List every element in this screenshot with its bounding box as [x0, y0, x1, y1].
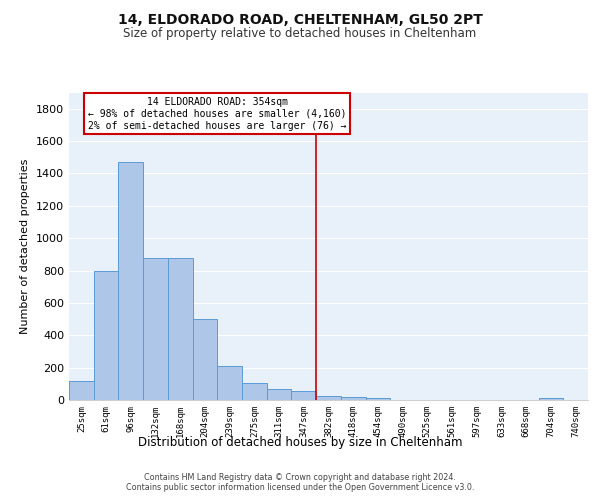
Bar	[168, 258, 193, 400]
Bar	[217, 366, 242, 400]
Bar	[69, 380, 94, 400]
Y-axis label: Number of detached properties: Number of detached properties	[20, 158, 31, 334]
Bar	[292, 391, 316, 400]
Bar	[267, 388, 292, 400]
Text: 14, ELDORADO ROAD, CHELTENHAM, GL50 2PT: 14, ELDORADO ROAD, CHELTENHAM, GL50 2PT	[118, 12, 482, 26]
Text: Size of property relative to detached houses in Cheltenham: Size of property relative to detached ho…	[124, 28, 476, 40]
Bar	[94, 270, 118, 400]
Bar	[539, 398, 563, 400]
Bar	[316, 396, 341, 400]
Bar	[341, 397, 365, 400]
Text: Distribution of detached houses by size in Cheltenham: Distribution of detached houses by size …	[138, 436, 462, 449]
Text: 14 ELDORADO ROAD: 354sqm
← 98% of detached houses are smaller (4,160)
2% of semi: 14 ELDORADO ROAD: 354sqm ← 98% of detach…	[88, 98, 347, 130]
Bar	[242, 383, 267, 400]
Bar	[118, 162, 143, 400]
Bar	[365, 398, 390, 400]
Bar	[193, 319, 217, 400]
Text: Contains public sector information licensed under the Open Government Licence v3: Contains public sector information licen…	[126, 484, 474, 492]
Bar	[143, 258, 168, 400]
Text: Contains HM Land Registry data © Crown copyright and database right 2024.: Contains HM Land Registry data © Crown c…	[144, 472, 456, 482]
